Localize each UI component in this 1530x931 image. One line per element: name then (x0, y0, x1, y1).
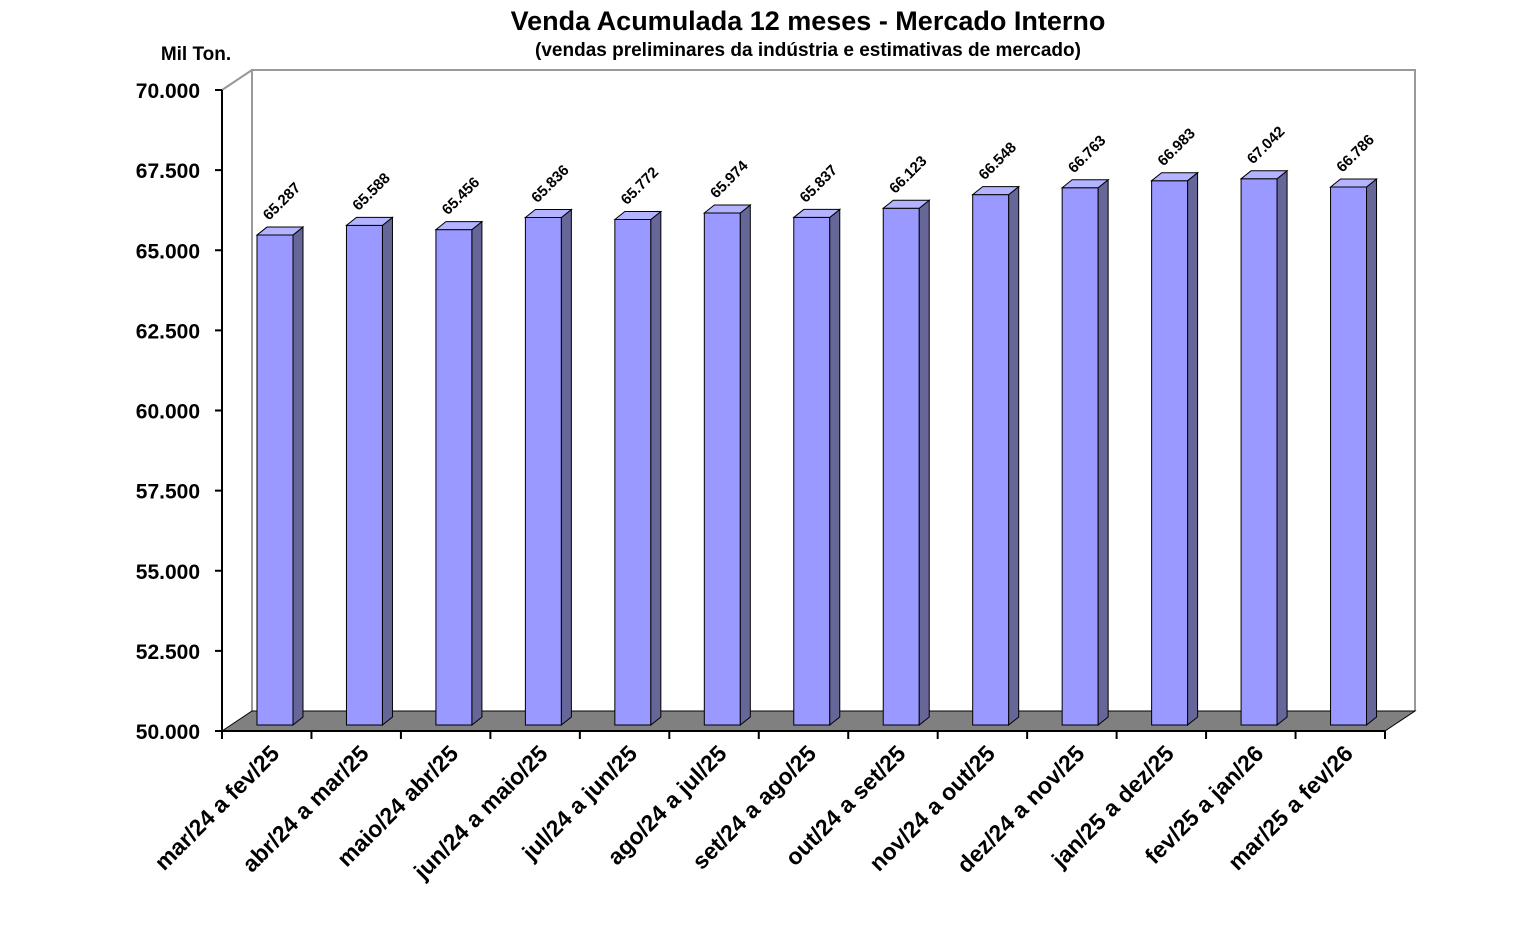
bar-side (1008, 185, 1020, 727)
y-tick-label: 50.000 (136, 721, 200, 744)
bar-front (435, 229, 473, 726)
wall-edge (221, 69, 253, 91)
bar-front (1240, 178, 1278, 726)
bar-side (471, 220, 483, 727)
bar-side (1097, 178, 1109, 727)
bar (792, 208, 842, 727)
bar-side (918, 199, 930, 727)
bar-front (972, 194, 1010, 726)
bar-front (1330, 186, 1368, 726)
bar-top (1239, 170, 1289, 180)
bar-top (971, 186, 1021, 196)
bar (1239, 169, 1289, 727)
chart-title: Venda Acumulada 12 meses - Mercado Inter… (511, 6, 1106, 36)
bar-side (1366, 177, 1378, 727)
bar (1329, 177, 1378, 727)
y-axis-label: Mil Ton. (161, 44, 231, 65)
bar (971, 185, 1021, 727)
bar-side (739, 203, 751, 727)
y-tick-label: 57.500 (136, 481, 200, 504)
y-tick-label: 62.500 (136, 320, 200, 343)
bar (1150, 171, 1200, 727)
bar-front (256, 234, 294, 726)
bar-top (345, 216, 394, 226)
bar (345, 216, 394, 727)
bar (881, 199, 931, 727)
bar-top (434, 221, 484, 231)
y-tick-label: 55.000 (136, 561, 200, 584)
bar-top (613, 211, 663, 221)
bar (255, 226, 305, 727)
bar-top (1329, 178, 1378, 188)
bar-side (560, 208, 572, 727)
bar-top (523, 208, 573, 218)
back-wall (251, 69, 1416, 711)
bar-front (614, 219, 652, 726)
y-tick-label: 70.000 (136, 80, 200, 103)
bar-front (793, 216, 831, 726)
bar (613, 210, 663, 727)
chart-subtitle: (vendas preliminares da indústria e esti… (535, 40, 1081, 61)
bar-top (255, 226, 305, 236)
y-tick-label: 60.000 (136, 401, 200, 424)
bar-front (1151, 180, 1189, 726)
bar-front (524, 216, 562, 726)
bar-front (882, 207, 920, 726)
bar-top (1060, 179, 1110, 189)
bar-top (702, 204, 752, 214)
bar-side (1187, 171, 1199, 727)
bar-front (703, 212, 741, 726)
bar-side (381, 216, 393, 727)
bar (523, 208, 573, 727)
bar-front (1061, 187, 1099, 726)
bar (434, 220, 484, 727)
bar-side (829, 208, 841, 727)
y-tick-label: 52.500 (136, 641, 200, 664)
bar-top (881, 199, 931, 209)
bar-top (1150, 172, 1200, 182)
bar (702, 203, 752, 727)
bar-front (345, 224, 383, 726)
bar-top (792, 208, 842, 218)
bar-side (1276, 169, 1288, 727)
bar (1060, 178, 1110, 727)
bar-side (292, 226, 304, 727)
y-tick-label: 65.000 (136, 240, 200, 263)
y-tick-label: 67.500 (136, 160, 200, 183)
bar-side (650, 210, 662, 727)
